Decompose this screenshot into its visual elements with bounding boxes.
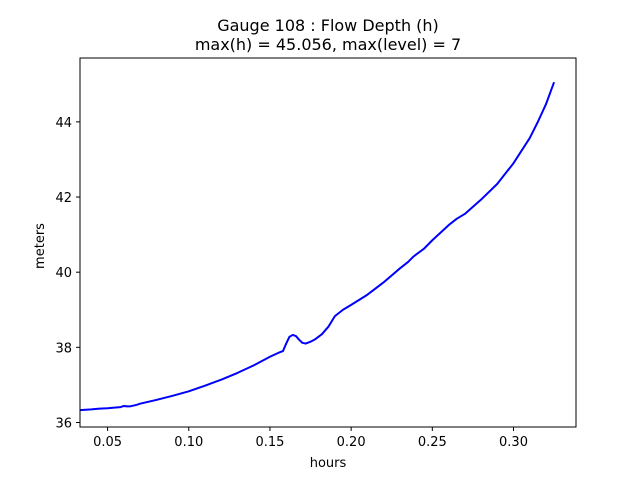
plot-frame: [79, 57, 577, 428]
x-tick-label: 0.30: [499, 435, 528, 450]
x-tick-label: 0.05: [93, 435, 122, 450]
x-tick-label: 0.20: [337, 435, 366, 450]
y-tick-label: 40: [55, 266, 72, 281]
y-tick-label: 36: [55, 416, 72, 431]
x-axis-label: hours: [310, 456, 347, 471]
x-tick-label: 0.10: [174, 435, 203, 450]
chart-title-line1: Gauge 108 : Flow Depth (h): [217, 16, 439, 35]
x-tick-label: 0.25: [418, 435, 447, 450]
chart-title-line2: max(h) = 45.056, max(level) = 7: [195, 35, 461, 54]
y-axis-label: meters: [33, 223, 48, 269]
series-line-0: [80, 81, 556, 412]
y-tick-label: 38: [55, 341, 72, 356]
plot-area: 0.05 0.10 0.15 0.20 0.25 0.30 36 38 40 42 44: [55, 57, 577, 450]
x-tick-label: 0.15: [255, 435, 284, 450]
y-tick-label: 44: [55, 116, 72, 131]
y-tick-label: 42: [55, 191, 72, 206]
